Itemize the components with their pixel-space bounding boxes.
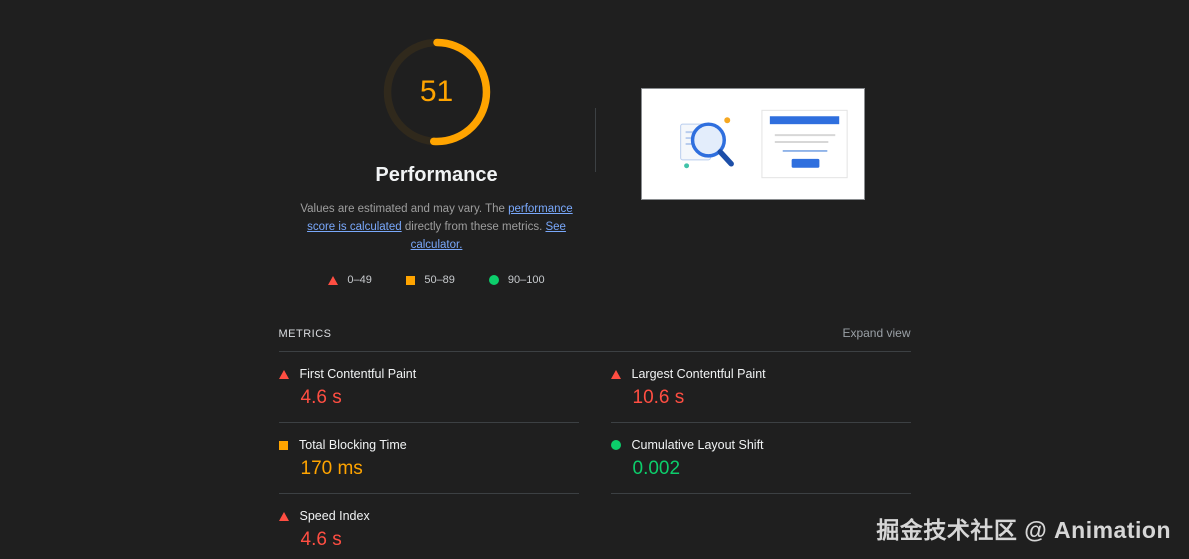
metric-largest-contentful-paint: Largest Contentful Paint 10.6 s	[610, 352, 911, 424]
legend-item-pass: 90–100	[488, 274, 545, 287]
page-screenshot-illustration	[643, 90, 863, 198]
average-square-icon	[278, 440, 288, 451]
metrics-heading: METRICS	[278, 328, 332, 341]
fail-triangle-icon	[278, 369, 289, 379]
metric-name: Total Blocking Time	[299, 438, 407, 453]
description-text-2: directly from these metrics.	[401, 221, 546, 234]
gauge-arc	[383, 38, 490, 146]
performance-gauge: 51	[381, 36, 493, 148]
legend-item-fail: 0–49	[328, 274, 372, 287]
fail-triangle-icon	[278, 511, 289, 521]
performance-title: Performance	[375, 164, 498, 186]
score-column: 51 Performance Values are estimated and …	[279, 36, 595, 286]
score-description: Values are estimated and may vary. The p…	[289, 200, 585, 254]
section-divider	[594, 108, 596, 172]
metric-value: 0.002	[632, 458, 681, 480]
metrics-grid: First Contentful Paint 4.6 s Largest Con…	[278, 352, 911, 559]
metric-value: 10.6 s	[632, 387, 685, 409]
fail-triangle-icon	[328, 275, 339, 285]
pass-circle-icon	[488, 275, 499, 286]
pass-circle-icon	[610, 440, 621, 451]
legend-item-average: 50–89	[405, 274, 455, 287]
metric-name: Cumulative Layout Shift	[631, 438, 764, 453]
screenshot-column	[596, 36, 911, 286]
average-square-icon	[405, 275, 416, 286]
legend-range-label: 0–49	[347, 274, 372, 287]
metric-name: First Contentful Paint	[299, 367, 417, 382]
metric-value: 4.6 s	[300, 387, 342, 409]
metric-name: Speed Index	[299, 509, 370, 524]
metric-value: 4.6 s	[300, 529, 342, 551]
lighthouse-report: 51 Performance Values are estimated and …	[278, 0, 911, 559]
description-text-1: Values are estimated and may vary. The	[300, 203, 509, 215]
metric-total-blocking-time: Total Blocking Time 170 ms	[278, 423, 579, 495]
metric-first-contentful-paint: First Contentful Paint 4.6 s	[278, 352, 579, 424]
expand-view-button[interactable]: Expand view	[842, 326, 911, 341]
fail-triangle-icon	[610, 369, 621, 379]
score-calculation-link[interactable]: performance score is calculated	[307, 203, 573, 234]
metric-speed-index: Speed Index 4.6 s	[278, 494, 579, 559]
summary-section: 51 Performance Values are estimated and …	[279, 36, 911, 286]
community-watermark: 掘金技术社区 @ Animation	[876, 517, 1171, 543]
final-screenshot-thumbnail	[641, 88, 865, 200]
see-calculator-link[interactable]: See calculator.	[410, 221, 566, 252]
metric-cumulative-layout-shift: Cumulative Layout Shift 0.002	[610, 423, 911, 495]
legend-range-label: 90–100	[507, 274, 545, 287]
gauge-score: 51	[419, 75, 454, 108]
metrics-section: METRICS Expand view First Contentful Pai…	[278, 326, 911, 559]
metrics-header: METRICS Expand view	[278, 326, 911, 353]
metric-name: Largest Contentful Paint	[631, 367, 766, 382]
legend-range-label: 50–89	[424, 274, 455, 287]
metric-value: 170 ms	[300, 458, 363, 480]
score-legend: 0–49 50–89 90–100	[328, 274, 545, 287]
